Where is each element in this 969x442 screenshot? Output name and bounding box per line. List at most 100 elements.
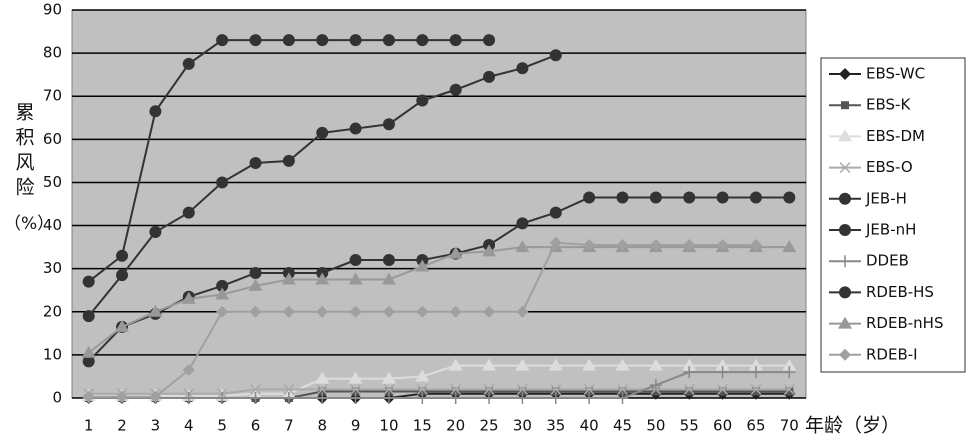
marker — [783, 191, 796, 204]
marker — [351, 387, 360, 396]
marker — [785, 387, 794, 396]
marker — [783, 383, 795, 395]
legend-marker — [839, 286, 851, 299]
marker — [482, 358, 497, 371]
marker — [82, 310, 95, 323]
marker — [582, 358, 597, 371]
x-tick-label: 45 — [613, 417, 632, 435]
marker — [616, 383, 629, 395]
x-tick-label: 55 — [680, 417, 699, 435]
marker — [316, 383, 328, 395]
marker — [485, 387, 494, 396]
x-tick-label: 3 — [151, 417, 161, 435]
marker — [82, 275, 95, 288]
marker — [149, 105, 162, 118]
marker — [416, 94, 429, 107]
marker — [782, 358, 797, 371]
marker — [749, 191, 762, 204]
marker — [216, 34, 229, 47]
marker — [182, 392, 195, 404]
x-tick-label: 2 — [117, 417, 127, 435]
marker — [349, 122, 362, 135]
marker — [448, 358, 463, 371]
x-tick-label: 5 — [217, 417, 227, 435]
marker — [383, 383, 395, 395]
legend-label: DDEB — [866, 252, 909, 270]
marker — [649, 238, 662, 251]
series-line — [88, 364, 790, 397]
x-tick-label: 4 — [184, 417, 194, 435]
x-tick-label: 15 — [413, 417, 432, 435]
marker — [648, 358, 663, 371]
marker — [349, 305, 362, 318]
x-tick-label: 6 — [251, 417, 261, 435]
legend-marker — [841, 101, 849, 110]
legend-label: RDEB-nHS — [866, 314, 943, 332]
marker — [382, 305, 395, 318]
marker — [416, 392, 429, 404]
legend-marker — [839, 255, 851, 268]
marker — [182, 363, 195, 376]
marker — [216, 279, 229, 292]
marker — [449, 34, 462, 47]
marker — [583, 191, 596, 204]
marker — [216, 305, 229, 318]
marker — [483, 70, 496, 83]
marker — [515, 358, 530, 371]
marker — [683, 191, 696, 204]
marker — [616, 191, 629, 204]
marker — [717, 383, 729, 395]
plot-area — [71, 9, 807, 399]
marker — [716, 191, 729, 204]
y-label-text: 累积风险 — [12, 102, 35, 202]
legend-marker — [838, 316, 852, 329]
marker — [585, 387, 594, 396]
marker — [549, 206, 562, 219]
y-tick-label: 10 — [43, 345, 62, 363]
marker — [483, 305, 496, 318]
x-tick-label: 60 — [713, 417, 732, 435]
x-tick-label: 40 — [580, 417, 599, 435]
marker — [350, 383, 362, 395]
legend-marker — [839, 192, 851, 205]
x-tick-label: 1 — [84, 417, 94, 435]
marker — [416, 34, 429, 47]
marker — [116, 269, 129, 282]
x-tick-label: 70 — [780, 417, 799, 435]
x-axis-label: 年龄（岁） — [805, 415, 900, 437]
marker — [249, 266, 262, 279]
y-tick-label: 30 — [43, 259, 62, 277]
marker — [181, 291, 196, 304]
marker — [215, 287, 230, 300]
marker — [550, 383, 562, 395]
legend-label: RDEB-I — [866, 345, 918, 363]
marker — [718, 387, 727, 396]
marker — [416, 383, 428, 395]
x-tick-label: 7 — [284, 417, 294, 435]
marker — [549, 49, 562, 62]
marker — [749, 366, 762, 379]
marker — [382, 254, 395, 267]
series-line — [87, 196, 790, 363]
marker — [116, 249, 129, 262]
marker — [515, 240, 530, 253]
y-axis-label: 累积风险 （%） — [4, 102, 54, 234]
marker — [249, 383, 262, 395]
y-tick-label: 40 — [43, 216, 62, 234]
marker — [381, 272, 396, 285]
marker — [683, 383, 695, 395]
marker — [149, 226, 162, 239]
marker — [449, 83, 462, 96]
marker — [82, 355, 95, 368]
y-tick-label: 90 — [43, 1, 62, 19]
marker — [516, 62, 529, 75]
marker — [518, 387, 527, 396]
y-tick-label: 60 — [43, 130, 62, 148]
marker — [382, 34, 395, 47]
marker — [315, 272, 330, 285]
marker — [716, 238, 729, 251]
marker — [716, 366, 729, 379]
marker — [249, 305, 262, 318]
